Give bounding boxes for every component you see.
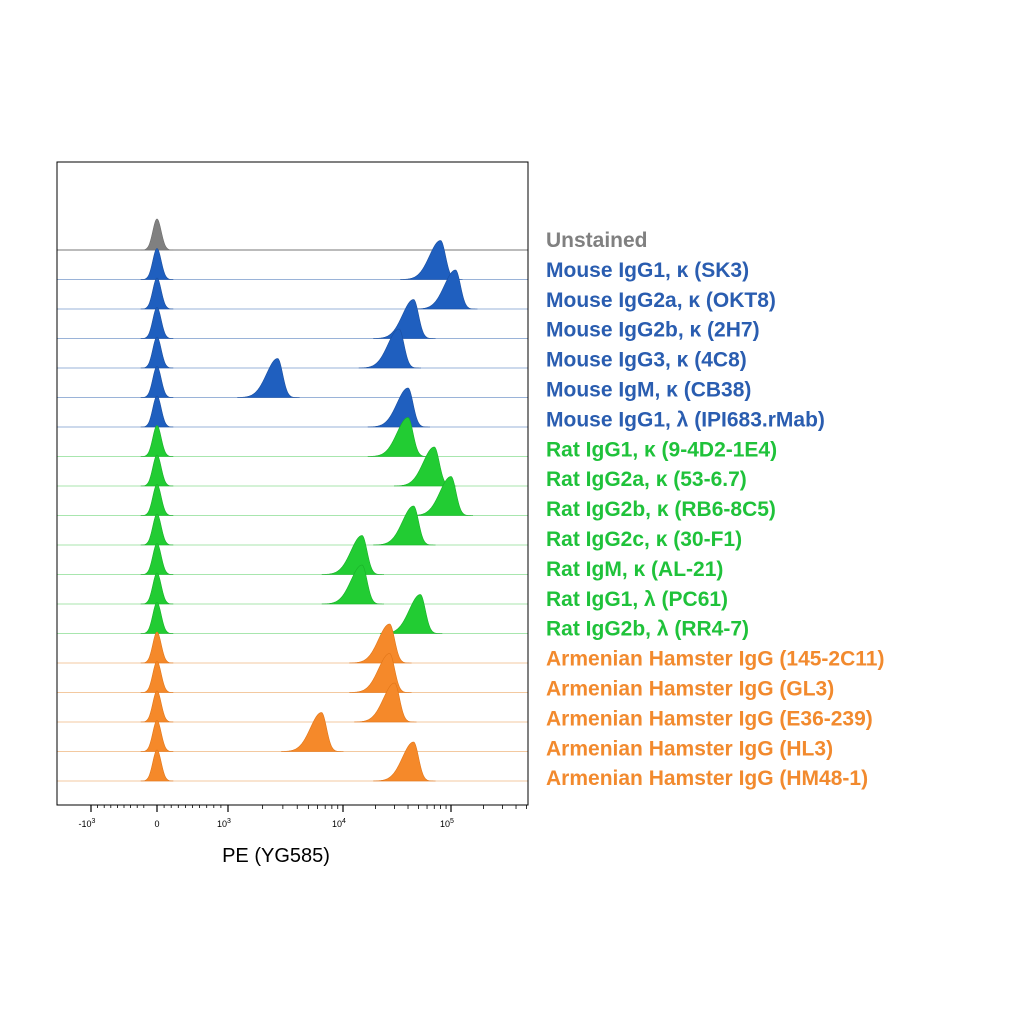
legend-entry: Armenian Hamster IgG (HM48-1) (546, 767, 868, 790)
histogram-row (57, 682, 528, 723)
histogram-row (57, 299, 528, 339)
histogram-row (57, 653, 528, 693)
x-tick-label: 104 (332, 818, 346, 829)
negative-peak (140, 425, 174, 457)
negative-peak (140, 484, 174, 516)
positive-peak (281, 712, 344, 752)
positive-peak (410, 476, 473, 516)
legend-entry: Rat IgG1, κ (9-4D2-1E4) (546, 438, 777, 461)
x-axis: -103 0 103 104 105 (79, 805, 527, 829)
histogram-row (57, 358, 528, 398)
positive-peak (367, 387, 431, 428)
negative-peak (140, 690, 174, 723)
positive-peak (415, 269, 478, 310)
positive-peak (354, 682, 417, 723)
positive-peak (321, 535, 385, 575)
positive-peak (321, 564, 385, 605)
positive-peak (367, 417, 431, 457)
legend-entry: Mouse IgG3, κ (4C8) (546, 349, 747, 372)
legend-entry: Mouse IgG2b, κ (2H7) (546, 319, 760, 342)
legend-entry: Rat IgG1, λ (PC61) (546, 588, 728, 611)
negative-peak (140, 277, 174, 310)
negative-peak (140, 749, 174, 782)
histogram-row (57, 535, 528, 575)
histogram-row (57, 594, 528, 634)
negative-peak (140, 572, 174, 605)
histogram-row (57, 623, 528, 664)
legend-entry: Rat IgG2a, κ (53-6.7) (546, 468, 747, 491)
x-tick-label: 103 (217, 818, 231, 829)
histogram-row (57, 564, 528, 605)
positive-peak (358, 328, 421, 369)
negative-peak (140, 631, 174, 664)
negative-peak (140, 248, 174, 280)
legend-entry: Armenian Hamster IgG (E36-239) (546, 707, 873, 730)
legend-entry: Unstained (546, 229, 648, 252)
negative-peak (140, 307, 174, 339)
histogram-row (57, 446, 528, 487)
negative-peak (140, 661, 174, 693)
x-tick-label: -103 (79, 818, 96, 829)
legend-entry: Armenian Hamster IgG (145-2C11) (546, 648, 884, 671)
histogram-row (57, 387, 528, 428)
legend-entry: Mouse IgG1, κ (SK3) (546, 259, 749, 282)
positive-peak (349, 623, 412, 664)
legend-entry: Armenian Hamster IgG (GL3) (546, 678, 834, 701)
legend-entry: Mouse IgG2a, κ (OKT8) (546, 289, 776, 312)
histogram-row (57, 417, 528, 457)
negative-peak (140, 218, 174, 251)
legend-entry: Rat IgG2c, κ (30-F1) (546, 528, 742, 551)
histogram-row (57, 218, 528, 251)
negative-peak (140, 366, 174, 398)
negative-peak (140, 513, 174, 546)
legend-entry: Rat IgG2b, κ (RB6-8C5) (546, 498, 776, 521)
x-axis-title: PE (YG585) (222, 845, 330, 867)
negative-peak (140, 336, 174, 369)
histogram-row (57, 328, 528, 369)
histogram-row (57, 741, 528, 782)
negative-peak (140, 395, 174, 428)
legend-entry: Rat IgG2b, λ (RR4-7) (546, 618, 749, 641)
histogram-row (57, 505, 528, 546)
plot-frame (56, 161, 529, 806)
negative-peak (140, 602, 174, 634)
negative-peak (140, 454, 174, 487)
histogram-row (57, 269, 528, 310)
negative-peak (140, 543, 174, 575)
positive-peak (349, 653, 412, 693)
positive-peak (237, 358, 300, 398)
legend-entry: Mouse IgM, κ (CB38) (546, 379, 751, 402)
negative-peak (140, 720, 174, 752)
histogram-ridges (57, 218, 528, 782)
positive-peak (373, 505, 436, 546)
x-tick-label: 105 (440, 818, 454, 829)
x-tick-label: 0 (154, 819, 159, 829)
legend-entry: Rat IgM, κ (AL-21) (546, 558, 723, 581)
histogram-row (57, 476, 528, 516)
legend-entry: Mouse IgG1, λ (IPI683.rMab) (546, 408, 825, 431)
histogram-row (57, 712, 528, 752)
positive-peak (373, 299, 436, 339)
legend: Unstained Mouse IgG1, κ (SK3) Mouse IgG2a,… (546, 229, 884, 790)
positive-peak (373, 741, 436, 782)
legend-entry: Armenian Hamster IgG (HL3) (546, 737, 833, 760)
